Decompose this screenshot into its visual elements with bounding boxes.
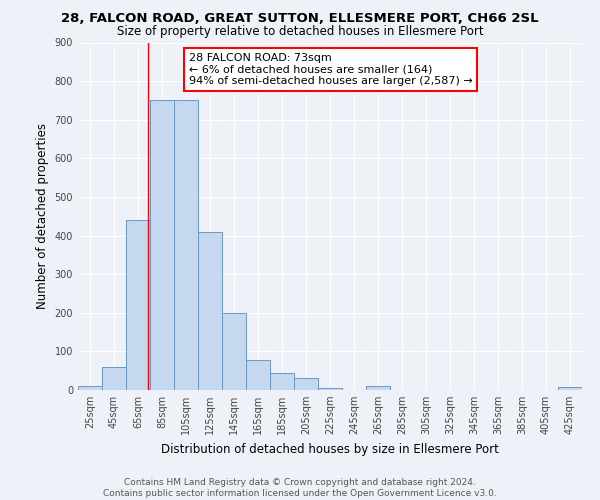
Y-axis label: Number of detached properties: Number of detached properties: [36, 123, 49, 309]
Bar: [223, 313, 246, 390]
Bar: [79, 386, 102, 390]
Text: Contains HM Land Registry data © Crown copyright and database right 2024.
Contai: Contains HM Land Registry data © Crown c…: [103, 478, 497, 498]
Bar: [247, 360, 270, 390]
Bar: [103, 367, 126, 390]
Bar: [319, 388, 342, 390]
Bar: [367, 386, 390, 390]
Bar: [198, 232, 222, 390]
Text: Size of property relative to detached houses in Ellesmere Port: Size of property relative to detached ho…: [116, 25, 484, 38]
Bar: [127, 220, 150, 390]
Text: 28 FALCON ROAD: 73sqm
← 6% of detached houses are smaller (164)
94% of semi-deta: 28 FALCON ROAD: 73sqm ← 6% of detached h…: [189, 53, 473, 86]
Bar: [559, 387, 582, 390]
Text: 28, FALCON ROAD, GREAT SUTTON, ELLESMERE PORT, CH66 2SL: 28, FALCON ROAD, GREAT SUTTON, ELLESMERE…: [61, 12, 539, 26]
Bar: [175, 100, 198, 390]
Bar: [151, 100, 174, 390]
Bar: [295, 378, 318, 390]
X-axis label: Distribution of detached houses by size in Ellesmere Port: Distribution of detached houses by size …: [161, 442, 499, 456]
Bar: [271, 372, 294, 390]
